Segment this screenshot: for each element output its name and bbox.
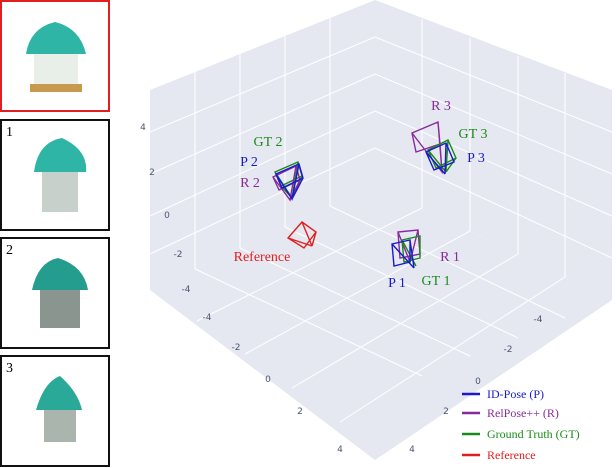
legend: ID-Pose (P) RelPose++ (R) Ground Truth (GT… bbox=[462, 387, 580, 462]
house-view bbox=[32, 138, 88, 442]
annotation: R 2 bbox=[240, 176, 260, 191]
tick-label: -4 bbox=[534, 315, 543, 325]
tick-label: 0 bbox=[475, 377, 481, 387]
house-reference bbox=[26, 22, 86, 92]
back-pane bbox=[150, 0, 375, 290]
tick-label: 4 bbox=[140, 123, 146, 133]
tick-label: -2 bbox=[504, 345, 513, 355]
annotation: Reference bbox=[234, 250, 291, 265]
annotation: R 1 bbox=[440, 250, 460, 265]
legend-label: ID-Pose (P) bbox=[487, 387, 544, 401]
tick-label: -4 bbox=[203, 313, 212, 323]
annotation: GT 2 bbox=[254, 135, 283, 150]
scene bbox=[149, 0, 613, 460]
view-label: 1 bbox=[6, 125, 13, 140]
view-label: 3 bbox=[6, 361, 13, 376]
annotation: P 2 bbox=[240, 155, 258, 170]
tick-label: 4 bbox=[337, 445, 343, 455]
image-column: 1 2 3 bbox=[0, 0, 110, 467]
annotation: GT 1 bbox=[422, 274, 451, 289]
legend-label: Reference bbox=[487, 448, 536, 462]
axis-ticks: 4 2 0 -2 -4 -4 -2 0 2 4 -4 -2 0 2 4 bbox=[140, 123, 543, 455]
annotations: GT 2 P 2 R 2 Reference R 3 GT 3 P 3 R 1 P 1 GT 1 bbox=[234, 99, 488, 291]
legend-label: RelPose++ (R) bbox=[487, 406, 559, 420]
camera-frustums bbox=[272, 120, 457, 269]
legend-label: Ground Truth (GT) bbox=[487, 427, 580, 441]
view-label: 2 bbox=[6, 243, 13, 258]
tick-label: -4 bbox=[182, 285, 191, 295]
side-pane bbox=[375, 0, 612, 300]
tick-label: 0 bbox=[265, 375, 271, 385]
annotation: P 1 bbox=[388, 276, 406, 291]
floor-pane bbox=[150, 185, 612, 460]
tick-label: -2 bbox=[232, 343, 241, 353]
tick-label: -2 bbox=[174, 250, 183, 260]
tick-label: 4 bbox=[409, 445, 415, 455]
annotation: R 3 bbox=[431, 99, 451, 114]
annotation: P 3 bbox=[467, 151, 485, 166]
tick-label: 2 bbox=[149, 168, 155, 178]
tick-label: 0 bbox=[164, 211, 170, 221]
tick-label: 2 bbox=[297, 407, 303, 417]
tick-label: 2 bbox=[443, 407, 449, 417]
pane-grid bbox=[149, 18, 613, 423]
annotation: GT 3 bbox=[459, 127, 488, 142]
